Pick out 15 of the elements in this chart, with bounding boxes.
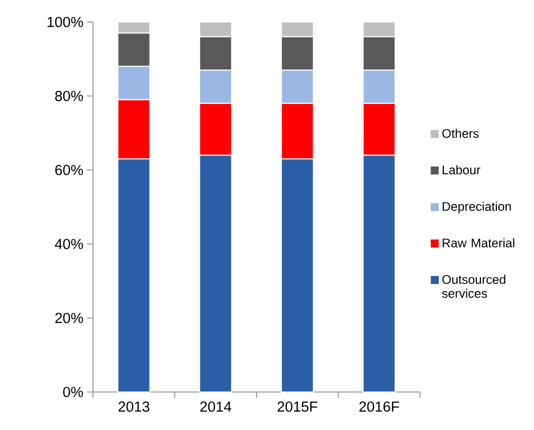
x-tick-label: 2013 [118,402,150,412]
y-tick-label: 80% [55,90,83,102]
y-tick-label: 20% [55,312,83,324]
x-tick-label: 2014 [200,402,232,412]
y-tick-label: 100% [48,16,83,28]
y-tick-label: 60% [55,164,83,176]
legend-label: Labour [442,165,480,174]
y-tick-label: 40% [54,238,83,250]
legend-label: Others [442,128,479,138]
x-tick-label: 2016F [359,402,400,412]
legend-label: Raw Material [442,238,514,248]
y-tick-label: 0% [63,386,83,398]
legend-label: Outsourced services [442,274,506,298]
x-tick-label: 2015F [278,402,318,412]
legend-label: Depreciation [442,202,511,214]
